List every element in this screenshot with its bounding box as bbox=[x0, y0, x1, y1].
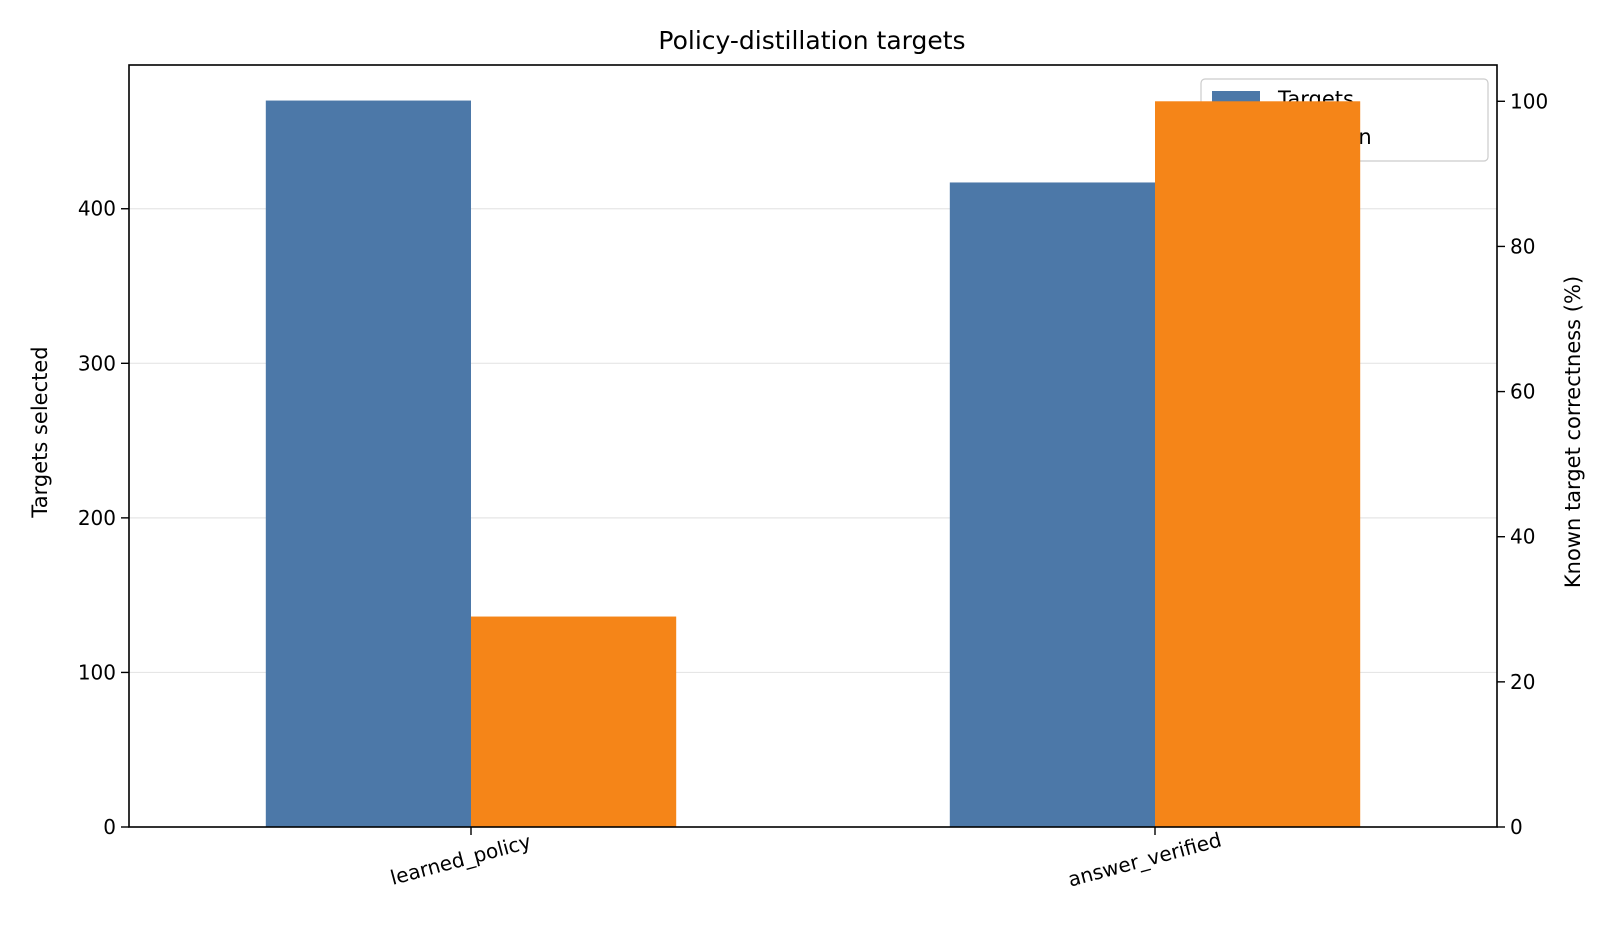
bars bbox=[265, 100, 1361, 828]
y-right-tick-label: 0 bbox=[1510, 815, 1523, 839]
bar-precision-learned-policy bbox=[471, 616, 677, 827]
bar-targets-learned-policy bbox=[265, 100, 471, 828]
x-axis: learned_policy answer_verified bbox=[388, 827, 1224, 892]
y-right-tick-label: 20 bbox=[1510, 670, 1535, 694]
y-tick-label: 100 bbox=[78, 660, 116, 684]
bar-targets-answer-verified bbox=[949, 182, 1155, 827]
x-tick-label: answer_verified bbox=[1065, 828, 1224, 892]
bar-precision-answer-verified bbox=[1155, 101, 1361, 828]
y-axis-label: Targets selected bbox=[28, 346, 52, 518]
x-tick-label: learned_policy bbox=[388, 829, 534, 890]
y-tick-label: 200 bbox=[78, 506, 116, 530]
plot-frame bbox=[128, 64, 1498, 828]
chart-title: Policy-distillation targets bbox=[658, 26, 965, 55]
y-tick-label: 400 bbox=[78, 197, 116, 221]
y-right-tick-label: 60 bbox=[1510, 380, 1535, 404]
y-axis-right-label: Known target correctness (%) bbox=[1561, 276, 1585, 588]
left-axis: 0 100 200 300 400 bbox=[78, 197, 129, 839]
y-right-tick-label: 40 bbox=[1510, 525, 1535, 549]
y-right-tick-label: 100 bbox=[1510, 89, 1548, 113]
right-axis: 0 20 40 60 80 100 bbox=[1497, 89, 1548, 839]
y-tick-label: 300 bbox=[78, 351, 116, 375]
y-tick-label: 0 bbox=[103, 815, 116, 839]
y-right-tick-label: 80 bbox=[1510, 234, 1535, 258]
